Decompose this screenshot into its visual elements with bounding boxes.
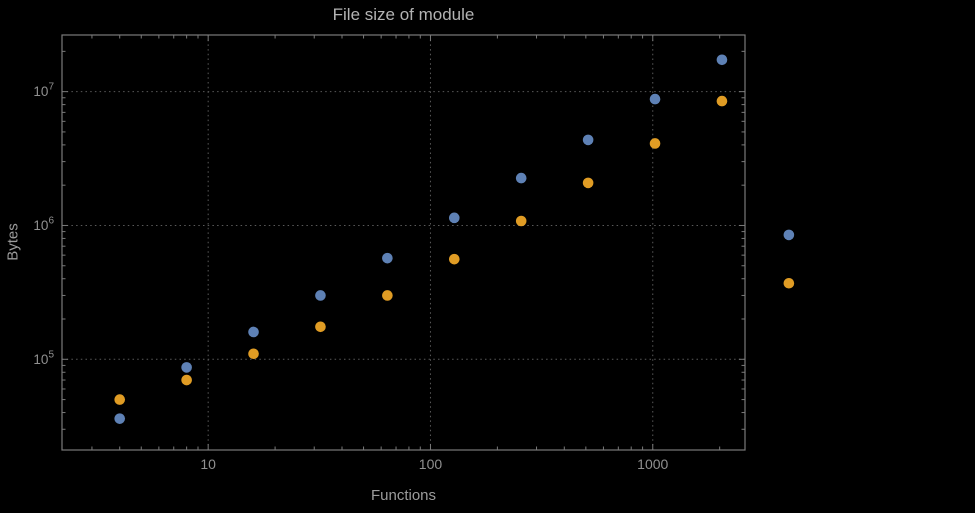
- data-point-orange: [248, 348, 259, 360]
- y-axis-label: Bytes: [4, 223, 22, 261]
- data-point-blue: [248, 326, 259, 338]
- y-tick-label: 105: [33, 349, 54, 367]
- data-point-blue: [783, 229, 795, 241]
- data-point-orange: [315, 321, 326, 333]
- data-point-blue: [448, 212, 460, 224]
- data-point-blue: [649, 93, 661, 105]
- data-point-orange: [181, 374, 192, 386]
- x-axis-label: Functions: [370, 487, 437, 504]
- data-point-orange: [382, 290, 393, 301]
- data-point-orange: [582, 177, 594, 189]
- data-point-orange: [114, 394, 126, 405]
- y-tick-label: 107: [33, 82, 54, 100]
- data-point-orange: [716, 95, 728, 107]
- plot-frame: [61, 34, 746, 451]
- x-tick-label: 100: [419, 456, 443, 472]
- data-point-blue: [582, 134, 594, 146]
- data-point-orange: [515, 215, 527, 227]
- data-point-orange: [448, 253, 460, 265]
- data-point-blue: [716, 54, 728, 66]
- data-point-blue: [515, 172, 527, 184]
- data-point-orange: [783, 277, 795, 289]
- data-point-blue: [315, 290, 326, 301]
- x-tick-label: 10: [200, 456, 216, 472]
- x-tick-label: 1000: [637, 456, 668, 472]
- data-point-blue: [114, 413, 126, 424]
- data-point-blue: [181, 362, 192, 373]
- chart-title: File size of module: [332, 5, 475, 24]
- y-tick-label: 106: [33, 215, 54, 233]
- data-point-orange: [649, 138, 661, 149]
- data-point-blue: [382, 252, 393, 264]
